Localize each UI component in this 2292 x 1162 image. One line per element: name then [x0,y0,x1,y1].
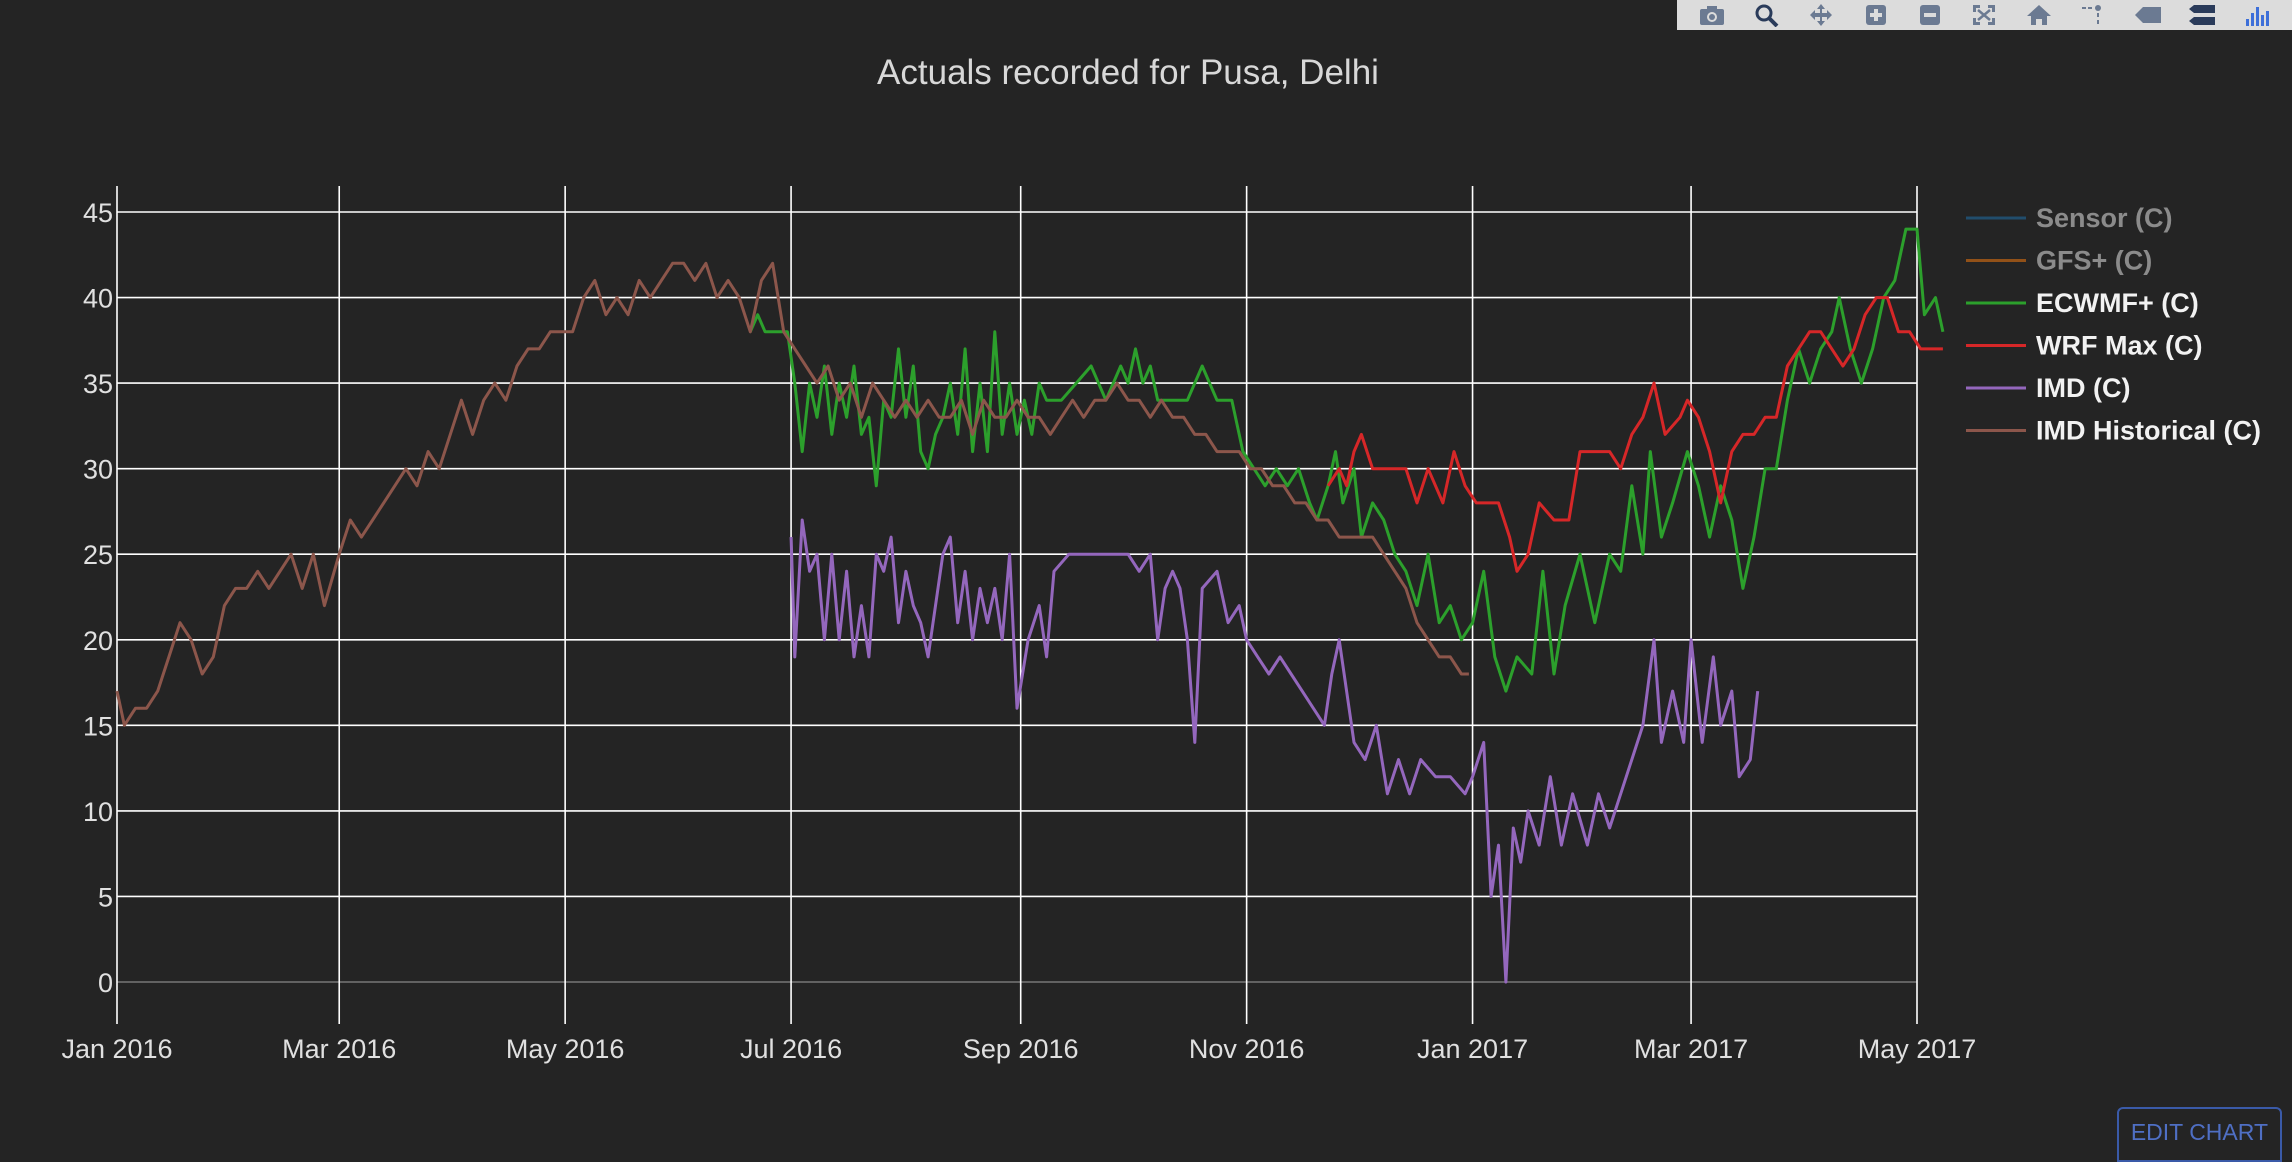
y-tick-label: 30 [83,455,113,485]
x-tick-label: Sep 2016 [963,1034,1079,1064]
x-tick-label: Jul 2016 [740,1034,842,1064]
autoscale-icon[interactable] [1966,0,2002,30]
zoom-out-icon[interactable] [1912,0,1948,30]
plot-area[interactable] [115,227,1945,984]
modebar [1677,0,2292,30]
x-tick-label: Nov 2016 [1189,1034,1305,1064]
legend-item-ecwmf-c[interactable]: ECWMF+ (C) [1966,288,2199,318]
camera-icon[interactable] [1694,0,1730,30]
legend: Sensor (C) GFS+ (C) ECWMF+ (C) WRF Max (C) I… [1966,203,2261,446]
x-tick-label: May 2017 [1858,1034,1977,1064]
y-tick-label: 0 [98,968,113,998]
y-tick-label: 15 [83,711,113,741]
pan-icon[interactable] [1803,0,1839,30]
legend-label: IMD (C) [2036,373,2130,403]
legend-label: IMD Historical (C) [2036,416,2261,446]
legend-item-imd-c[interactable]: IMD (C) [1966,373,2130,403]
legend-item-gfs-c[interactable]: GFS+ (C) [1966,246,2152,276]
x-axis: Jan 2016 Mar 2016 May 2016 Jul 2016 Sep 2016… [61,1034,1976,1064]
spike-lines-icon[interactable] [2075,0,2111,30]
series-line-imd-historical-c [115,261,1469,727]
series-line-wrf-max-c [1326,296,1943,573]
legend-label: Sensor (C) [2036,203,2173,233]
legend-label: ECWMF+ (C) [2036,288,2199,318]
y-tick-label: 10 [83,797,113,827]
legend-item-sensor-c[interactable]: Sensor (C) [1966,203,2173,233]
x-tick-label: Jan 2016 [61,1034,172,1064]
zoom-icon[interactable] [1749,0,1785,30]
y-tick-label: 45 [83,198,113,228]
y-tick-label: 5 [98,882,113,912]
gridlines [116,186,1918,1024]
y-tick-label: 35 [83,369,113,399]
x-tick-label: May 2016 [506,1034,625,1064]
hover-closest-icon[interactable] [2130,0,2166,30]
hover-compare-icon[interactable] [2184,0,2220,30]
zoom-in-icon[interactable] [1858,0,1894,30]
x-tick-label: Jan 2017 [1417,1034,1528,1064]
legend-item-wrf-max-c[interactable]: WRF Max (C) [1966,331,2202,361]
edit-chart-button[interactable]: EDIT CHART [2116,1107,2282,1162]
chart-title: Actuals recorded for Pusa, Delhi [877,53,1379,92]
x-tick-label: Mar 2017 [1634,1034,1748,1064]
x-tick-label: Mar 2016 [282,1034,396,1064]
legend-item-imd-historical-c[interactable]: IMD Historical (C) [1966,416,2261,446]
plotly-logo-icon[interactable] [2239,0,2275,30]
legend-label: GFS+ (C) [2036,246,2152,276]
y-tick-label: 40 [83,284,113,314]
home-icon[interactable] [2021,0,2057,30]
legend-label: WRF Max (C) [2036,331,2202,361]
y-tick-label: 25 [83,540,113,570]
y-axis: 0 5 10 15 20 25 30 35 40 45 [83,198,113,998]
y-tick-label: 20 [83,626,113,656]
series-line-ecwmf-c [748,227,1945,693]
series-line-imd-c [789,518,1760,984]
